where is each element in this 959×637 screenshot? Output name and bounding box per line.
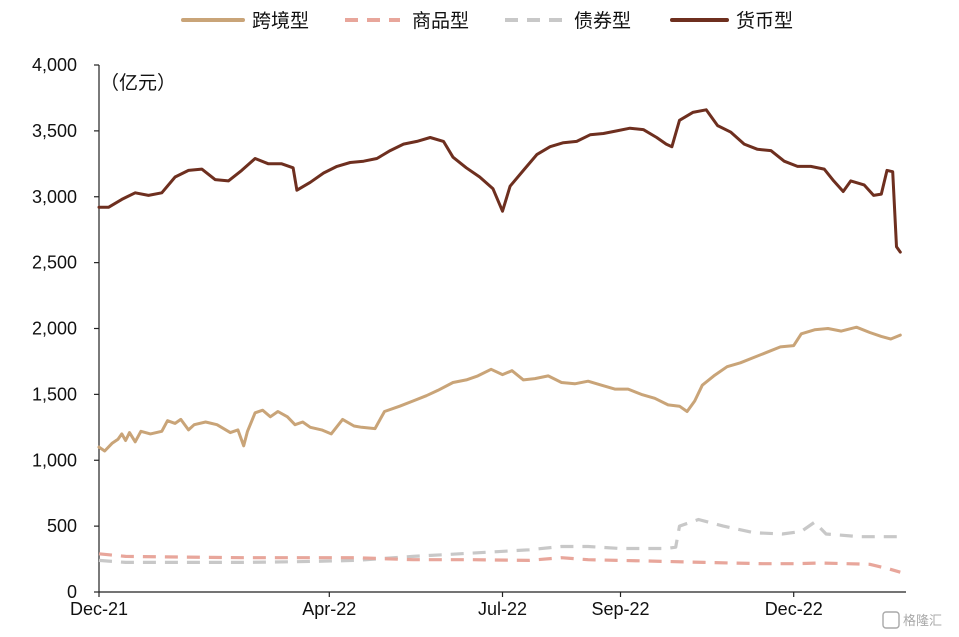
y-tick-label: 500: [47, 516, 77, 536]
series-line-money-market: [97, 108, 902, 254]
legend-label-commodity: 商品型: [412, 10, 469, 32]
y-axis-ticks: 0 500 1,000 1,500 2,000 2,500 3,000 3,500 4,000: [32, 55, 99, 602]
y-tick-label: 1,000: [32, 450, 77, 470]
y-tick-label: 4,000: [32, 55, 77, 75]
y-tick-label: 1,500: [32, 384, 77, 404]
x-tick-label: Dec-21: [70, 599, 128, 619]
series-line-bond: [98, 517, 901, 564]
x-tick-label: Sep-22: [591, 599, 649, 619]
legend-item-cross-border: 跨境型: [181, 10, 309, 32]
legend-item-bond: 债券型: [505, 10, 631, 32]
y-tick-label: 0: [67, 582, 77, 602]
axes: 05001,0001,5002,0002,5003,0003,5004,000 …: [32, 55, 906, 619]
watermark-text: 格隆汇: [903, 613, 942, 629]
legend-label-money-market: 货币型: [736, 10, 793, 32]
x-tick-label: Dec-22: [765, 599, 823, 619]
x-tick-label: Apr-22: [302, 599, 356, 619]
x-axis-ticks: Dec-21 Apr-22 Jul-22 Sep-22 Dec-22: [70, 592, 823, 619]
legend-item-commodity: 商品型: [345, 10, 469, 32]
y-tick-label: 3,500: [32, 121, 77, 141]
y-tick-label: 2,000: [32, 319, 77, 339]
watermark-logo-icon: [882, 611, 900, 629]
series-layer: [97, 108, 902, 574]
unit-label: （亿元）: [100, 72, 176, 94]
y-tick-label: 3,000: [32, 187, 77, 207]
y-tick-label: 2,500: [32, 253, 77, 273]
x-tick-label: Jul-22: [478, 599, 527, 619]
series-line-cross-border: [97, 325, 902, 453]
watermark: 格隆汇: [882, 611, 942, 629]
legend-item-money-market: 货币型: [670, 10, 793, 32]
legend: 跨境型 商品型 债券型 货币型: [181, 10, 793, 32]
legend-label-cross-border: 跨境型: [252, 10, 309, 32]
legend-label-bond: 债券型: [574, 10, 631, 32]
series-line-commodity: [98, 552, 901, 574]
